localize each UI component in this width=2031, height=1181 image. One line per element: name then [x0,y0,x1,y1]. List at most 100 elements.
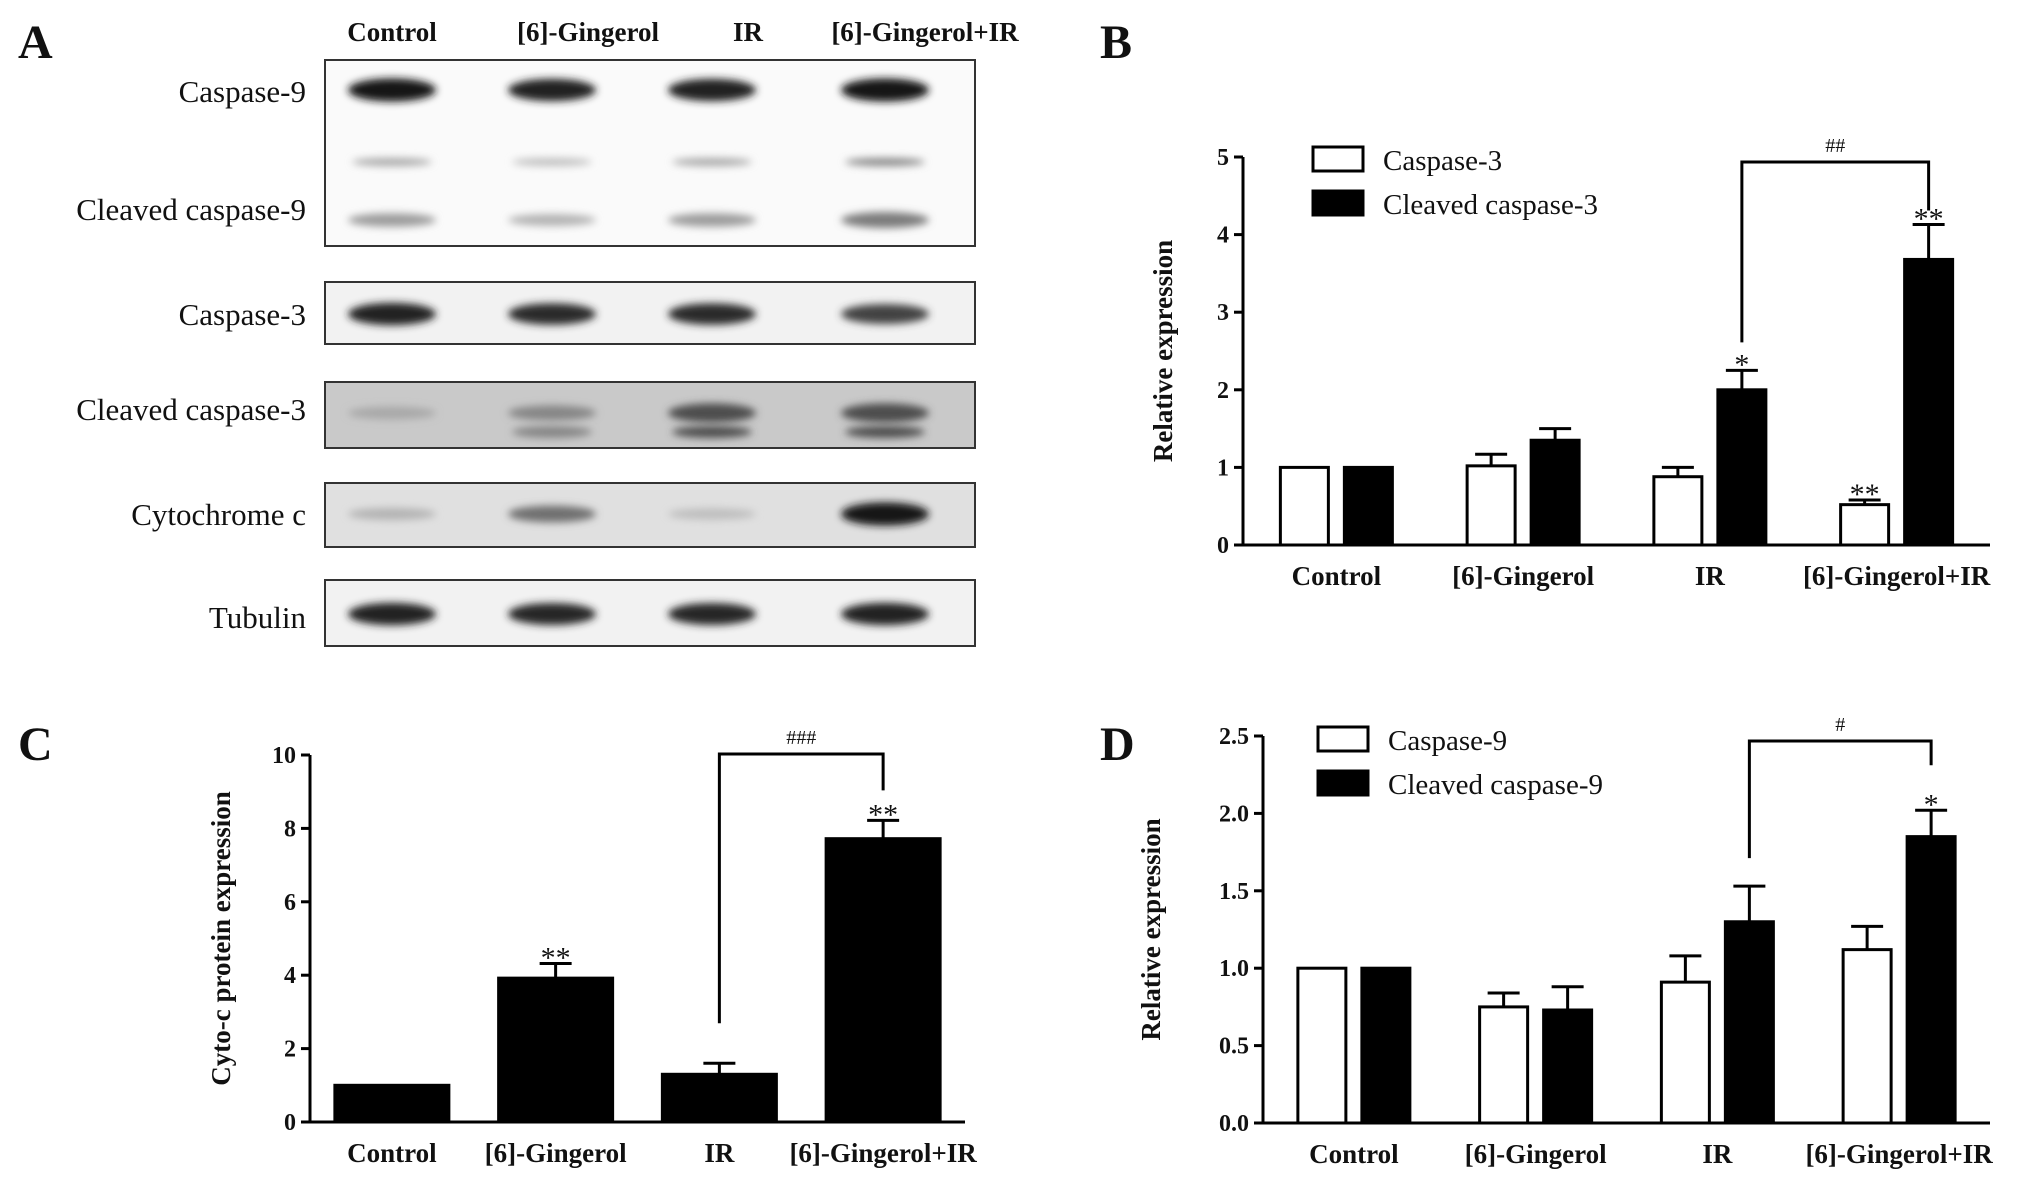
x-category-label: IR [1695,561,1726,591]
y-axis-label: Relative expression [1148,240,1178,462]
blot-label-cytochrome-c: Cytochrome c [131,497,306,532]
y-tick-label: 1.5 [1219,879,1249,905]
chart-d-caspase-9: 0.0 0.5 1.0 1.5 2.0 2.5 Relative expression Con… [1136,714,1993,1169]
bar [1542,1008,1594,1125]
blot-band [668,303,756,325]
chart-c-cyto-c: 0 2 4 6 8 10 Cyto-c protein expression Control [… [206,727,977,1168]
bar [1841,948,1893,1125]
bar [1659,980,1711,1125]
blot-label-caspase-9: Caspase-9 [179,74,306,109]
blot-band [672,158,752,166]
legend-swatch [1316,769,1370,797]
y-tick-label: 2.0 [1219,801,1249,827]
blot-band [508,405,596,421]
bar [1529,438,1581,547]
panel-letter-c: C [18,718,53,771]
y-tick-label: 10 [272,743,296,769]
y-tick-label: 5 [1217,145,1229,171]
y-tick-label: 0 [284,1110,296,1136]
bar [1342,465,1394,547]
blot-band [508,505,596,523]
legend-swatch [1311,189,1365,217]
blot-band [512,426,592,438]
panel-letter-d: D [1100,718,1135,771]
blot-band [841,212,929,228]
blot-band [841,304,929,324]
bar [824,837,942,1124]
blot-band [348,508,436,520]
blot-band [348,602,436,626]
legend-swatch [1311,145,1365,173]
western-blot-panel: Control [6]-Gingerol IR [6]-Gingerol+IR … [76,17,1019,647]
legend-swatch [1316,725,1370,753]
significance-marker: ** [1850,478,1880,511]
significance-marker: * [1734,348,1749,381]
y-tick-label: 4 [1217,223,1229,249]
bracket-label: # [1835,714,1845,736]
bar [1905,835,1957,1125]
significance-bracket [717,752,885,1024]
y-tick-label: 2 [1217,378,1229,404]
bracket-label: ## [1825,135,1845,157]
blot-band [508,303,596,325]
legend-label: Caspase-3 [1383,145,1502,177]
blot-label-caspase-3: Caspase-3 [179,297,306,332]
y-tick-label: 1.0 [1219,956,1249,982]
blot-lane-header-ir: IR [733,17,764,47]
significance-marker: * [1924,788,1939,821]
x-category-label: [6]-Gingerol+IR [789,1138,977,1168]
blot-band [841,78,929,102]
x-category-label: [6]-Gingerol [1465,1139,1607,1169]
chart-b-caspase-3: 0 1 2 3 4 5 Relative expression Control [6]-Ging… [1148,135,1991,591]
significance-marker: ** [541,941,571,974]
blot-label-tubulin: Tubulin [209,600,307,635]
y-tick-label: 6 [284,890,296,916]
y-tick-label: 8 [284,816,296,842]
bar [1278,465,1330,547]
bar [1465,464,1517,547]
blot-band [508,214,596,226]
blot-band [668,602,756,626]
y-axis-label: Cyto-c protein expression [206,791,236,1085]
bar [1903,257,1955,547]
blot-band [348,213,436,227]
blot-band [348,78,436,102]
x-category-label: Control [1292,561,1382,591]
blot-band [512,158,592,166]
x-category-label: IR [1702,1139,1733,1169]
blot-label-cleaved-caspase-9: Cleaved caspase-9 [76,192,306,227]
bar [1723,920,1775,1125]
panel-letter-a: A [18,16,53,69]
y-tick-label: 1 [1217,455,1229,481]
significance-bracket [1740,160,1931,343]
legend-label: Caspase-9 [1388,725,1507,757]
blot-band [668,403,756,423]
legend-label: Cleaved caspase-3 [1383,189,1598,221]
blot-band [841,602,929,626]
x-category-label: [6]-Gingerol [485,1138,627,1168]
blot-band [348,302,436,326]
bar [1478,1005,1530,1125]
y-tick-label: 0.5 [1219,1034,1249,1060]
bar [497,976,615,1124]
blot-band [672,426,752,438]
x-category-label: [6]-Gingerol+IR [1803,561,1991,591]
y-tick-label: 4 [284,963,296,989]
blot-lane-header-gingerol-ir: [6]-Gingerol+IR [831,17,1019,47]
bar [660,1072,778,1124]
bar [1652,475,1704,547]
bar [1296,966,1348,1125]
x-category-label: [6]-Gingerol [1452,561,1594,591]
y-tick-label: 0.0 [1219,1111,1249,1137]
y-axis-label: Relative expression [1136,818,1166,1040]
blot-band [348,406,436,420]
blot-band [668,508,756,520]
x-category-label: [6]-Gingerol+IR [1805,1139,1993,1169]
significance-marker: ** [868,798,898,831]
bracket-label: ### [786,727,816,749]
y-tick-label: 3 [1217,300,1229,326]
bar [333,1083,451,1124]
blot-band [841,403,929,423]
y-tick-label: 0 [1217,533,1229,559]
blot-band [508,78,596,102]
